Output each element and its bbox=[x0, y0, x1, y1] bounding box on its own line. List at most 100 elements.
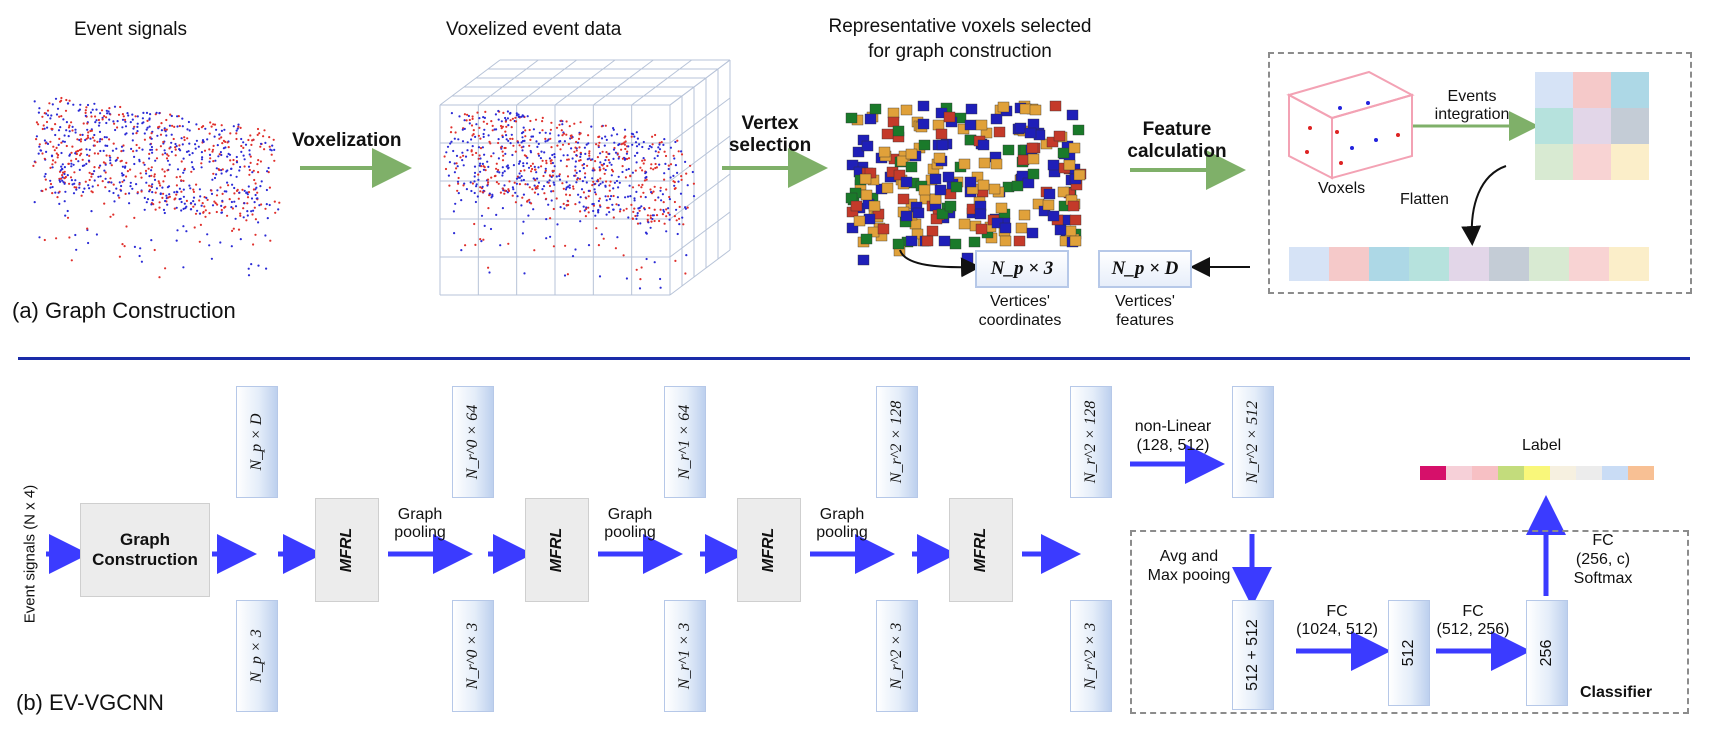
event-point bbox=[128, 192, 131, 195]
event-point bbox=[131, 139, 134, 142]
event-point bbox=[147, 167, 150, 170]
event-point bbox=[477, 146, 481, 149]
fc3-label-2: (256, c) bbox=[1575, 551, 1631, 568]
event-point bbox=[141, 148, 144, 151]
event-point bbox=[233, 200, 236, 203]
event-point bbox=[76, 138, 79, 141]
event-point bbox=[93, 152, 96, 155]
event-point bbox=[220, 172, 223, 175]
event-point bbox=[108, 190, 111, 193]
event-point bbox=[608, 152, 611, 155]
event-point bbox=[178, 124, 181, 128]
event-point bbox=[204, 209, 207, 212]
event-point bbox=[57, 143, 60, 146]
event-point bbox=[552, 245, 556, 248]
event-point bbox=[232, 158, 235, 162]
event-point bbox=[60, 151, 63, 155]
event-point bbox=[594, 193, 598, 196]
event-point bbox=[481, 191, 484, 194]
event-point bbox=[537, 181, 541, 184]
event-point bbox=[463, 127, 466, 130]
event-point bbox=[633, 135, 636, 138]
event-point bbox=[559, 206, 562, 209]
label-cell bbox=[1420, 466, 1446, 480]
event-point bbox=[537, 193, 540, 196]
event-point bbox=[200, 162, 203, 165]
event-point bbox=[567, 142, 570, 146]
event-point bbox=[568, 194, 572, 197]
event-point bbox=[610, 163, 613, 166]
event-point bbox=[550, 190, 553, 193]
event-point bbox=[195, 123, 198, 126]
event-point bbox=[489, 227, 493, 231]
event-point bbox=[223, 206, 226, 209]
event-point bbox=[168, 124, 171, 127]
event-point bbox=[86, 134, 89, 137]
event-point bbox=[482, 132, 485, 136]
label-cell bbox=[1576, 466, 1602, 480]
event-point bbox=[497, 157, 500, 160]
event-point bbox=[635, 217, 638, 220]
event-point bbox=[191, 166, 194, 169]
event-point bbox=[455, 167, 458, 170]
voxelization-label: Voxelization bbox=[292, 130, 402, 151]
event-point bbox=[120, 184, 123, 188]
vertex-label-2: selection bbox=[728, 135, 812, 156]
event-point bbox=[80, 152, 83, 155]
event-point bbox=[237, 228, 241, 231]
event-point bbox=[637, 207, 640, 210]
event-point bbox=[215, 194, 219, 197]
event-point bbox=[99, 164, 102, 167]
event-point bbox=[78, 138, 81, 142]
event-point bbox=[51, 159, 55, 162]
event-point bbox=[112, 142, 115, 145]
event-point bbox=[190, 161, 193, 164]
event-point bbox=[517, 162, 521, 165]
event-point bbox=[75, 157, 78, 161]
event-point bbox=[98, 121, 101, 124]
event-point bbox=[556, 144, 559, 147]
event-point bbox=[537, 142, 540, 145]
event-point bbox=[642, 162, 645, 165]
event-point bbox=[448, 184, 451, 187]
voxel-cube bbox=[935, 128, 948, 140]
event-point bbox=[240, 144, 243, 148]
event-point bbox=[165, 194, 168, 197]
voxel-cube bbox=[968, 236, 981, 248]
event-point bbox=[220, 129, 223, 132]
event-point bbox=[584, 172, 587, 175]
event-point bbox=[140, 260, 143, 263]
event-point bbox=[549, 235, 552, 238]
event-point bbox=[79, 103, 82, 106]
event-point bbox=[643, 159, 646, 162]
event-point bbox=[461, 140, 465, 143]
event-point bbox=[49, 186, 52, 189]
event-point bbox=[665, 230, 668, 233]
event-point bbox=[162, 180, 165, 183]
event-point bbox=[468, 122, 471, 125]
event-point bbox=[238, 191, 241, 194]
pool-label-3b: pooling bbox=[816, 524, 868, 541]
event-point bbox=[84, 180, 87, 183]
event-point bbox=[82, 190, 85, 194]
event-point bbox=[219, 241, 222, 244]
event-point bbox=[85, 148, 88, 151]
event-point bbox=[559, 159, 563, 162]
event-point bbox=[70, 179, 73, 182]
event-point bbox=[597, 208, 600, 212]
feature-box-top-6: N_r^2 × 512 bbox=[1232, 386, 1274, 498]
event-point bbox=[641, 183, 644, 186]
event-point bbox=[481, 146, 484, 149]
event-point bbox=[651, 217, 654, 221]
event-point bbox=[665, 215, 668, 218]
event-point bbox=[582, 163, 586, 166]
voxel-cube bbox=[1018, 209, 1031, 221]
event-point bbox=[268, 186, 271, 189]
event-point bbox=[68, 236, 71, 239]
event-point bbox=[601, 181, 604, 184]
event-point bbox=[507, 139, 510, 142]
event-point bbox=[142, 111, 145, 114]
event-point bbox=[587, 211, 590, 214]
event-point bbox=[482, 135, 485, 138]
event-point bbox=[605, 180, 608, 183]
